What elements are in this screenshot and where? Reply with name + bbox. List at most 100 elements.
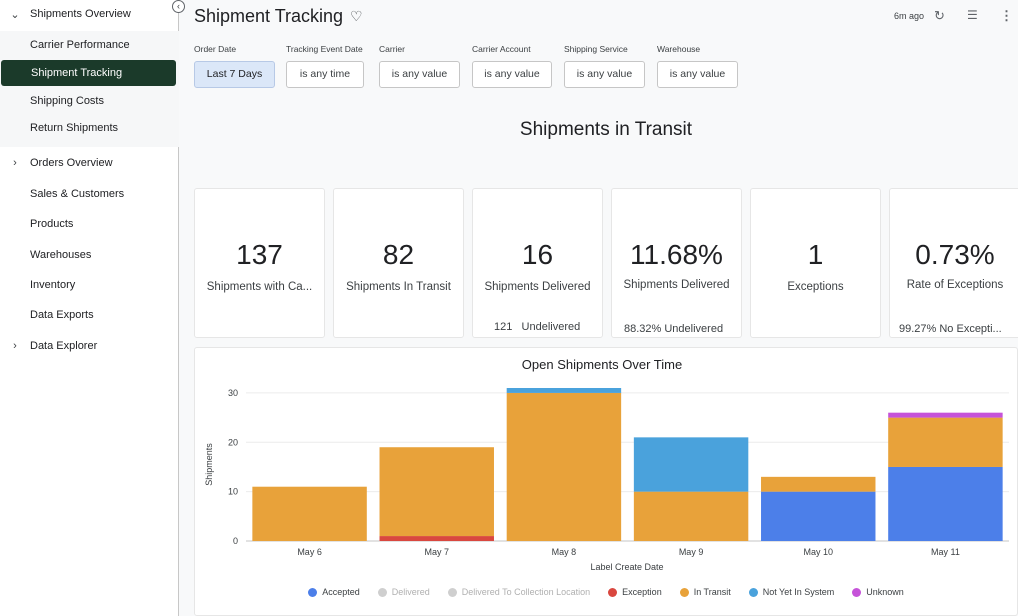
sidebar-item-label: Carrier Performance	[30, 39, 130, 51]
legend-item[interactable]: Delivered To Collection Location	[447, 587, 591, 597]
sidebar-item-label: Warehouses	[30, 249, 92, 261]
section-title: Shipments in Transit	[519, 119, 693, 140]
bar-segment	[252, 486, 367, 541]
legend-label: Delivered	[391, 587, 430, 597]
filter-value-button[interactable]: is any value	[564, 61, 645, 88]
sidebar-item-label: Shipping Costs	[30, 95, 104, 107]
x-tick-label: May 7	[424, 547, 449, 557]
kpi-tile-delivered-rate[interactable]: 11.68% Shipments Delivered 88.32% Undeli…	[611, 188, 742, 338]
kpi-subtext: 88.32% Undelivered	[624, 323, 724, 335]
filter-value-button[interactable]: is any time	[286, 61, 364, 88]
bar-segment	[506, 392, 622, 541]
y-axis-label: Shipments	[204, 443, 214, 486]
chart-title: Open Shipments Over Time	[521, 357, 683, 372]
legend-item[interactable]: In Transit	[679, 587, 731, 597]
legend-label: In Transit	[693, 587, 731, 597]
last-updated-text: 6m ago	[894, 11, 925, 21]
x-axis-label: Label Create Date	[590, 562, 663, 572]
legend-item[interactable]: Not Yet In System	[748, 587, 835, 597]
sidebar-item-shipping-costs[interactable]: Shipping Costs	[0, 88, 179, 114]
filter-carrier-account: Carrier Account is any value	[472, 44, 552, 88]
sidebar-section-label: Shipments Overview	[30, 8, 131, 20]
bar-segment	[633, 437, 749, 492]
kpi-label: Shipments Delivered	[623, 279, 730, 291]
legend-item[interactable]: Unknown	[852, 587, 904, 597]
sidebar-item-shipment-tracking[interactable]: Shipment Tracking	[1, 60, 176, 86]
sidebar-section-shipments-overview[interactable]: ⌄ Shipments Overview	[0, 2, 179, 26]
filter-label: Shipping Service	[564, 44, 628, 54]
sidebar-item-inventory[interactable]: Inventory	[0, 272, 179, 298]
legend-label: Delivered To Collection Location	[461, 587, 591, 597]
sidebar-item-label: Sales & Customers	[30, 188, 125, 200]
kpi-label: Exceptions	[787, 281, 844, 293]
legend-swatch	[308, 587, 318, 597]
y-tick-label: 30	[228, 388, 238, 398]
kpi-value: 82	[382, 239, 415, 270]
kpi-tile-shipments-in-transit[interactable]: 82 Shipments In Transit	[333, 188, 464, 338]
kpi-label: Shipments with Ca...	[206, 281, 313, 293]
sidebar-item-label: Products	[30, 218, 74, 230]
filter-label: Warehouse	[657, 44, 701, 54]
chevron-down-icon: ⌄	[10, 8, 20, 21]
filter-value-button[interactable]: is any value	[657, 61, 738, 88]
sidebar-item-label: Shipment Tracking	[31, 67, 123, 79]
collapse-sidebar-button[interactable]: ‹	[172, 0, 185, 13]
kpi-tile-shipments-with-carrier[interactable]: 137 Shipments with Ca...	[194, 188, 325, 338]
bar-segment	[761, 476, 876, 492]
open-shipments-chart: 0 10 20 30 May 6 May 7 May 8 May 9 May 10 May 11 L…	[204, 388, 1009, 572]
filter-value-button[interactable]: Last 7 Days	[194, 61, 275, 88]
filter-label: Carrier	[379, 44, 405, 54]
legend-item[interactable]: Exception	[608, 587, 662, 597]
chevron-right-icon: ›	[13, 340, 17, 352]
bar-segment	[379, 447, 494, 537]
legend-swatch	[608, 587, 618, 597]
filter-label: Tracking Event Date	[286, 44, 363, 54]
sidebar-item-warehouses[interactable]: Warehouses	[0, 242, 179, 268]
more-vertical-icon[interactable]: ⋮	[1000, 8, 1013, 23]
refresh-icon[interactable]: ↻	[934, 8, 945, 23]
x-tick-label: May 8	[552, 547, 577, 557]
bar-segment	[633, 491, 749, 541]
sidebar-item-carrier-performance[interactable]: Carrier Performance	[0, 32, 179, 58]
filter-label: Order Date	[194, 44, 237, 54]
sidebar-item-return-shipments[interactable]: Return Shipments	[0, 115, 179, 141]
kpi-tile-exceptions[interactable]: 1 Exceptions	[750, 188, 881, 338]
sidebar-section-label: Orders Overview	[30, 157, 113, 169]
filter-value-button[interactable]: is any value	[472, 61, 552, 88]
favorite-heart-icon[interactable]: ♡	[350, 8, 363, 24]
filter-carrier: Carrier is any value	[379, 44, 460, 88]
legend-swatch	[852, 587, 862, 597]
filter-icon[interactable]: ☰	[967, 8, 978, 22]
filter-tracking-event-date: Tracking Event Date is any time	[286, 44, 364, 88]
legend-label: Exception	[622, 587, 662, 597]
legend-item[interactable]: Accepted	[308, 587, 360, 597]
kpi-value: 137	[236, 239, 283, 270]
sidebar-section-data-explorer[interactable]: › Data Explorer	[0, 334, 179, 358]
sidebar-item-products[interactable]: Products	[0, 211, 179, 237]
bar-segment	[888, 466, 1003, 541]
bar-segment	[506, 388, 622, 393]
bar-segment	[379, 536, 494, 541]
kpi-value: 16	[521, 239, 554, 270]
legend-item[interactable]: Delivered	[377, 587, 430, 597]
kpi-value: 0.73%	[915, 239, 995, 270]
filter-warehouse: Warehouse is any value	[657, 44, 738, 88]
kpi-subtext: 99.27% No Excepti...	[899, 323, 1002, 335]
sidebar-item-data-exports[interactable]: Data Exports	[0, 302, 179, 328]
subnav-background	[0, 31, 179, 147]
x-tick-label: May 10	[803, 547, 833, 557]
kpi-tile-rate-of-exceptions[interactable]: 0.73% Rate of Exceptions 99.27% No Excep…	[889, 188, 1018, 338]
sidebar-item-label: Return Shipments	[30, 122, 119, 134]
x-tick-label: May 6	[297, 547, 322, 557]
legend-label: Unknown	[866, 587, 904, 597]
kpi-tile-shipments-delivered[interactable]: 16 Shipments Delivered 121 Undelivered	[472, 188, 603, 338]
sidebar-item-label: Inventory	[30, 279, 76, 291]
sidebar-section-orders-overview[interactable]: › Orders Overview	[0, 151, 179, 175]
legend-label: Not Yet In System	[762, 587, 835, 597]
sidebar-item-sales-customers[interactable]: Sales & Customers	[0, 181, 179, 207]
bar-segment	[888, 412, 1003, 418]
filter-label: Carrier Account	[472, 44, 531, 54]
kpi-value: 1	[807, 239, 824, 270]
bar-segment	[888, 417, 1003, 467]
filter-value-button[interactable]: is any value	[379, 61, 460, 88]
